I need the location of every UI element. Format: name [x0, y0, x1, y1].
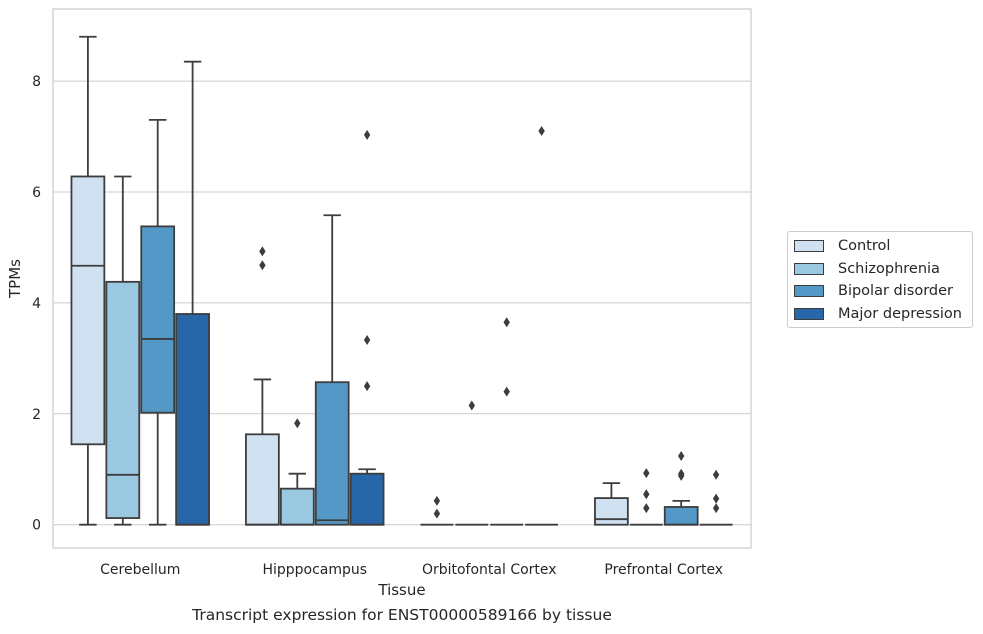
box-body [279, 487, 315, 526]
outlier-point [712, 469, 720, 480]
legend-label: Schizophrenia [838, 260, 940, 277]
box-body [140, 225, 176, 414]
outlier-point [643, 468, 650, 479]
outlier-point [468, 400, 475, 411]
legend-label: Major depression [838, 305, 962, 322]
chart-caption: Transcript expression for ENST0000058916… [192, 606, 612, 624]
x-tick-label: Prefrontal Cortex [604, 562, 723, 578]
outlier-point [363, 381, 371, 392]
box-control [245, 246, 280, 526]
outlier-point [363, 129, 371, 140]
outlier-point [294, 418, 301, 429]
outlier-point [712, 493, 720, 504]
legend-item: Major depression [794, 303, 966, 326]
x-axis-ticks: Cerebellum Hipppocampus Orbitofontal Corte… [100, 562, 723, 578]
box-body [70, 175, 106, 446]
outlier-point [433, 508, 441, 519]
legend: Control Schizophrenia Bipolar disorder Majo… [787, 231, 973, 328]
box-bipolar-disorder [140, 119, 176, 526]
box-schizophrenia [455, 400, 489, 526]
legend-item: Control [794, 235, 966, 258]
outlier-point [538, 125, 545, 136]
y-tick-label: 2 [32, 407, 41, 423]
outlier-point [643, 489, 650, 500]
outlier-point [643, 503, 650, 514]
box-major-depression [175, 60, 210, 526]
box-control [420, 495, 454, 526]
outlier-point [503, 386, 510, 397]
box-control [70, 35, 106, 526]
x-tick-label: Cerebellum [100, 562, 180, 578]
outlier-point [678, 468, 685, 479]
outlier-point [259, 246, 266, 257]
outlier-point [503, 317, 510, 328]
y-axis-label: TPMs [6, 259, 24, 299]
legend-label: Control [838, 238, 891, 255]
x-tick-label: Orbitofontal Cortex [422, 562, 557, 578]
y-axis-ticks: 0 2 4 6 8 [32, 74, 41, 534]
legend-label: Bipolar disorder [838, 283, 953, 300]
y-tick-label: 8 [32, 74, 41, 90]
box-body [105, 280, 141, 519]
box-marks [70, 35, 733, 526]
outlier-point [433, 495, 441, 506]
box-body [594, 497, 629, 526]
y-tick-label: 4 [32, 296, 41, 312]
box-bipolar-disorder [663, 450, 699, 526]
outlier-point [259, 260, 266, 271]
plot-frame [52, 8, 752, 549]
legend-swatch [794, 262, 824, 275]
legend-swatch [794, 240, 824, 253]
box-body [663, 506, 699, 526]
outlier-point [712, 503, 720, 514]
box-bipolar-disorder [490, 317, 524, 526]
outlier-point [678, 450, 685, 461]
y-tick-label: 6 [32, 185, 41, 201]
box-bipolar-disorder [314, 214, 350, 526]
box-major-depression [699, 469, 733, 526]
box-schizophrenia [105, 175, 141, 526]
legend-item: Schizophrenia [794, 258, 966, 281]
box-body [349, 472, 385, 526]
outlier-point [363, 335, 371, 346]
box-schizophrenia [629, 468, 663, 526]
box-body [245, 433, 280, 526]
box-body [314, 381, 350, 526]
legend-swatch [794, 307, 824, 320]
box-major-depression [525, 125, 559, 526]
box-control [594, 482, 629, 526]
box-schizophrenia [279, 418, 315, 526]
legend-swatch [794, 285, 824, 298]
x-axis-label: Tissue [377, 581, 425, 599]
box-major-depression [349, 129, 385, 526]
y-tick-label: 0 [32, 518, 41, 534]
x-tick-label: Hipppocampus [262, 562, 367, 578]
legend-item: Bipolar disorder [794, 280, 966, 303]
box-body [175, 313, 210, 526]
